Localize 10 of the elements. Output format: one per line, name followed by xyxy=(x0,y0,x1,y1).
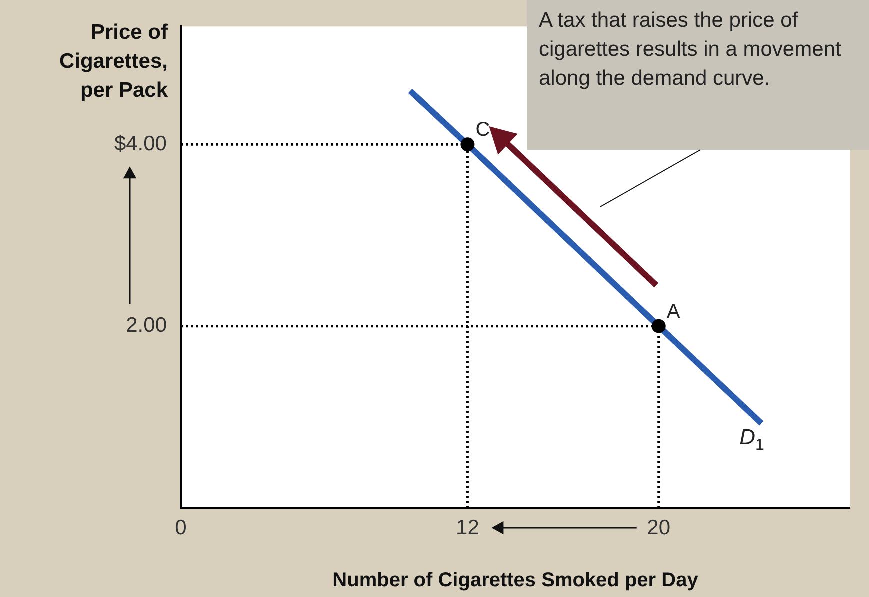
x-axis-title: Number of Cigarettes Smoked per Day xyxy=(332,570,700,592)
annotation: C xyxy=(476,119,490,142)
x-tick-label: 20 xyxy=(647,516,671,540)
x-tick-label: 0 xyxy=(175,516,187,540)
y-tick-label: $4.00 xyxy=(114,132,167,156)
x-tick-label: 12 xyxy=(456,516,480,540)
y-tick-label: 2.00 xyxy=(126,314,167,338)
annotation: A xyxy=(666,300,681,323)
y-axis-title: Price of Cigarettes, per Pack xyxy=(58,20,168,104)
annotation: A tax that raises the price of cigarettes results in a movement along the demand curve. xyxy=(527,0,869,150)
